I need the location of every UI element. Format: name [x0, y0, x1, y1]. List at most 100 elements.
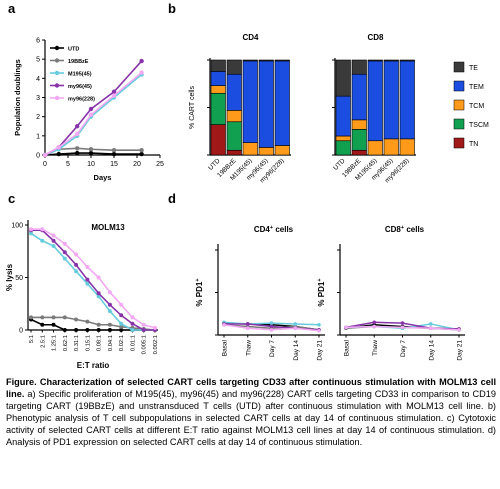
panel-c-point-m195-45: [51, 244, 56, 248]
panel-d-x-tick-label-cd4: Day 14: [293, 340, 300, 361]
panel-b-title-cd4: CD4: [242, 33, 259, 42]
panel-c-point-19bbze: [119, 324, 124, 329]
panel-a-point-utd: [111, 151, 117, 157]
panel-d-x-tick-label-cd8: Day 7: [400, 340, 407, 357]
panel-b-y-label: % CART cells: [189, 86, 196, 129]
panel-d-point-cd4-m195-45: [317, 323, 321, 327]
panel-b-legend-label-te: TE: [469, 65, 478, 72]
panel-b-bar-cd8-my96-228-te: [399, 59, 415, 62]
panel-c-point-my96-228: [85, 265, 90, 269]
panel-c-point-m195-45: [74, 269, 79, 274]
panel-a-point-my96-45: [88, 106, 94, 112]
panel-b-legend-swatch-tcm: [453, 99, 465, 111]
panel-c-point-utd: [119, 328, 124, 332]
panel-c-point-19bbze: [29, 315, 33, 320]
panel-a-x-tick-label: 15: [110, 161, 118, 168]
panel-b-legend-label-tem: TEM: [469, 84, 484, 91]
panel-d-title-cd8: CD8+ cells: [385, 225, 425, 234]
panel-b-legend-swatch-tem: [453, 80, 465, 92]
panel-c-x-tick-label: 2.5:1: [40, 335, 46, 348]
panel-b-bar-cd8-utd-te: [335, 59, 351, 97]
panel-a-x-tick-label: 20: [133, 161, 141, 168]
panel-c-point-utd: [107, 328, 112, 332]
panel-c-point-m195-45: [85, 281, 90, 286]
panel-c-point-my96-228: [51, 233, 56, 238]
panel-a-x-tick-label: 10: [87, 161, 95, 168]
panel-b-title-cd8: CD8: [367, 33, 384, 42]
panel-b-bar-cd4-utd-te: [210, 59, 226, 72]
panel-b-legend-label-tcm: TCM: [469, 103, 484, 110]
panel-c-point-my96-45: [62, 250, 67, 255]
panel-b-bar-cd8-utd-tem: [335, 95, 351, 137]
panel-c-x-tick-label: 0.08:1: [97, 335, 103, 351]
panel-a-point-my96-228: [75, 131, 80, 137]
panel-c-point-my96-228: [119, 302, 124, 307]
panel-d-point-cd4-my96-45: [245, 322, 250, 326]
panel-b-bar-cd8-utd-tcm: [335, 135, 351, 142]
panel-b-bar-cd8-my96-228-tcm: [399, 138, 415, 156]
panel-c-x-tick-label: 0.005:1: [142, 335, 148, 354]
panel-a-y-label: Population doublings: [13, 59, 22, 136]
panel-letter-b: b: [168, 1, 176, 16]
panel-b-bar-cd4-my96-228-tcm: [274, 145, 290, 156]
panel-d-point-cd4-my96-228: [245, 326, 250, 331]
panel-d-y-label-cd8: % PD1+: [317, 278, 326, 306]
panel-d-y-label-cd4: % PD1+: [195, 278, 204, 306]
panel-d-point-cd4-m195-45: [269, 321, 274, 325]
panel-a-legend-label-m195-45: M195(45): [68, 71, 92, 77]
panel-c-point-19bbze: [62, 315, 67, 320]
panel-c-line-my96-228: [31, 228, 156, 329]
panel-b-bar-cd4-my96-45-te: [258, 59, 274, 62]
panel-b-legend-swatch-tn: [453, 137, 465, 149]
panel-c-title: MOLM13: [91, 223, 125, 232]
panel-a-point-my96-228: [56, 145, 61, 150]
panel-b-bar-cd4-utd-tn: [210, 124, 226, 156]
panel-c-point-19bbze: [74, 317, 79, 322]
panel-c-x-tick-label: 1.25:1: [52, 335, 58, 351]
panel-c-point-19bbze: [96, 322, 101, 327]
panel-d-point-cd8-my96-228: [344, 325, 348, 330]
panel-b-bar-cd8-19bbze-tscm: [351, 129, 367, 151]
panel-d-point-cd8-my96-228: [400, 325, 405, 330]
panel-a-point-utd: [75, 150, 80, 156]
panel-c-point-m195-45: [130, 328, 135, 332]
panel-b-legend-swatch-tscm: [453, 118, 465, 130]
panel-a-point-my96-228: [139, 70, 144, 75]
panel-d-x-tick-label-cd8: Basal: [344, 339, 351, 356]
panel-b-bar-cd4-19bbze-te: [226, 59, 242, 75]
panel-c-point-my96-228: [62, 241, 67, 246]
panel-c-point-my96-228: [130, 315, 135, 320]
panel-d-x-tick-label-cd4: Day 7: [269, 340, 276, 357]
panel-b-bar-cd8-19bbze-tcm: [351, 119, 367, 130]
panel-d-point-cd8-my96-45: [372, 320, 377, 325]
panel-c-point-m195-45: [29, 231, 33, 236]
panel-b-bar-cd4-utd-tem: [210, 71, 226, 86]
panel-c-point-19bbze: [40, 315, 45, 320]
panel-c-point-my96-228: [141, 322, 146, 327]
panel-c-x-label: E:T ratio: [77, 361, 110, 370]
panel-b-bar-cd4-19bbze-tem: [226, 73, 242, 111]
panel-c-point-19bbze: [51, 315, 56, 320]
panel-a-x-tick-label: 25: [156, 161, 164, 168]
panel-c-point-utd: [85, 328, 90, 332]
panel-c-x-tick-label: 0.04:1: [108, 335, 114, 351]
panel-a-legend-marker-utd: [54, 45, 60, 51]
caption-title: Figure. Characterization of selected CAR…: [6, 377, 496, 399]
panel-c-x-tick-label: 0.31:1: [74, 335, 80, 351]
panel-c-point-m195-45: [40, 238, 45, 243]
panel-c-point-m195-45: [62, 256, 67, 261]
panel-b-bar-cd4-my96-228-tem: [274, 60, 290, 146]
panel-c-line-m195-45: [30, 232, 155, 331]
panel-c-x-tick-label: 0.62:1: [63, 335, 69, 351]
panel-b-bar-cd8-m195-45-tcm: [367, 140, 383, 156]
panel-a-line-my96-45: [44, 60, 143, 156]
panel-c-y-tick-label: 100: [11, 223, 23, 230]
panel-d-point-cd8-m195-45: [428, 322, 433, 326]
panel-a-legend-marker-19bbze: [54, 58, 60, 63]
panel-b-bar-cd8-my96-228-tem: [399, 60, 415, 140]
panel-a-y-tick-label: 4: [36, 76, 40, 83]
panel-letter-a: a: [8, 1, 16, 16]
panel-c-x-tick-label: 0.002:1: [153, 335, 159, 354]
panel-b-bar-cd4-19bbze-tcm: [226, 110, 242, 123]
